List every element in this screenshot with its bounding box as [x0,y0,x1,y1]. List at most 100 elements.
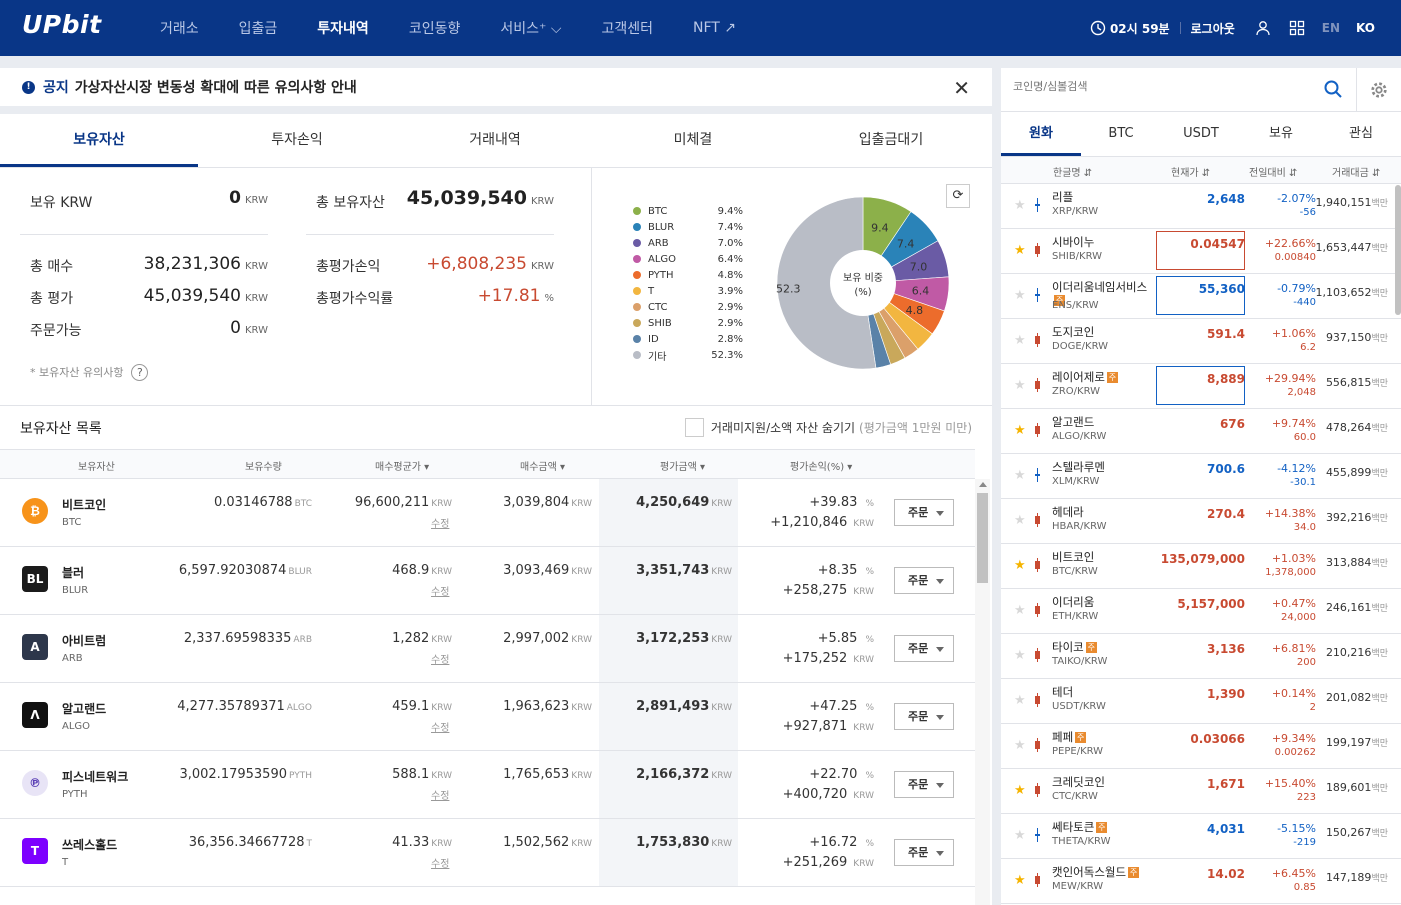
holding-row[interactable]: Λ 알고랜드 ALGO 4,277.35789371 ALGO 459.1 KRW 수정 1,9… [0,683,975,751]
market-row[interactable]: ★ 시바이누 SHIB/KRW 0.04547 +22.66% 0.00840 1,653,… [1001,229,1401,274]
market-tab-4[interactable]: 관심 [1349,126,1373,141]
favorite-star-icon[interactable]: ★ [1014,783,1026,798]
coin-name[interactable]: 도지코인 [1052,326,1157,339]
favorite-star-icon[interactable]: ★ [1014,738,1026,753]
pie-slice-기타[interactable] [776,196,877,370]
coin-name[interactable]: 쎄타토큰 주 [1052,821,1157,834]
coin-name[interactable]: 알고랜드 [62,702,107,716]
order-button[interactable]: 주문 [894,635,954,662]
grid-icon[interactable] [1289,20,1305,36]
market-row[interactable]: ★ 스텔라루멘 XLM/KRW 700.6 -4.12% -30.1 455,899백만 [1001,454,1401,499]
market-row[interactable]: ★ 이더리움 ETH/KRW 5,157,000 +0.47% 24,000 246,161… [1001,589,1401,634]
favorite-star-icon[interactable]: ★ [1014,468,1026,483]
coin-name[interactable]: 비트코인 [1052,551,1157,564]
order-button[interactable]: 주문 [894,567,954,594]
market-row[interactable]: ★ 타이코 주 TAIKO/KRW 3,136 +6.81% 200 210,216백만 [1001,634,1401,679]
menu-item[interactable]: 서비스⁺ ⌵ [500,21,562,37]
coin-name[interactable]: 시바이누 [1052,236,1157,249]
coin-name[interactable]: 스텔라루멘 [1052,461,1157,474]
favorite-star-icon[interactable]: ★ [1014,558,1026,573]
market-row[interactable]: ★ 레이어제로 주 ZRO/KRW 8,889 +29.94% 2,048 556,815백만 [1001,364,1401,409]
hide-small-toggle[interactable]: 거래미지원/소액 자산 숨기기 (평가금액 1만원 미만) [684,418,972,437]
market-col-header[interactable]: 현재가 ⇵ [1171,168,1211,179]
favorite-star-icon[interactable]: ★ [1014,828,1026,843]
col-header[interactable]: 평가금액 ▾ [660,462,705,473]
notice-bar[interactable]: ! 공지 가상자산시장 변동성 확대에 따른 유의사항 안내 ✕ [0,68,992,114]
col-header[interactable]: 매수평균가 ▾ [375,462,430,473]
order-button[interactable]: 주문 [894,499,954,526]
favorite-star-icon[interactable]: ★ [1014,378,1026,393]
lang-en[interactable]: EN [1321,21,1341,35]
favorite-star-icon[interactable]: ★ [1014,243,1026,258]
coin-name[interactable]: 이더리움네임서비스주 [1052,281,1157,307]
coin-name[interactable]: 블러 [62,566,85,580]
market-col-header[interactable]: 전일대비 ⇵ [1249,168,1298,179]
scroll-up-icon[interactable] [979,482,987,487]
coin-name[interactable]: 레이어제로 주 [1052,371,1157,384]
coin-name[interactable]: 페페 주 [1052,731,1157,744]
edit-link[interactable]: 수정 [431,519,450,530]
favorite-star-icon[interactable]: ★ [1014,333,1026,348]
coin-name[interactable]: 아비트럼 [62,634,107,648]
coin-name[interactable]: 크레딧코인 [1052,776,1157,789]
edit-link[interactable]: 수정 [431,587,450,598]
order-button[interactable]: 주문 [894,839,954,866]
market-tab-2[interactable]: USDT [1183,126,1219,141]
col-header[interactable]: 매수금액 ▾ [520,462,565,473]
settings-button[interactable] [1356,68,1401,112]
tab-4[interactable]: 입출금대기 [858,132,924,148]
market-row[interactable]: ★ 리플 XRP/KRW 2,648 -2.07% -56 1,940,151백만 [1001,184,1401,229]
holding-row[interactable]: ₿ 비트코인 BTC 0.03146788 BTC 96,600,211 KRW 수정 3,03… [0,479,975,547]
favorite-star-icon[interactable]: ★ [1014,693,1026,708]
menu-item[interactable]: 고객센터 [601,21,653,37]
scrollbar[interactable] [975,479,990,905]
favorite-star-icon[interactable]: ★ [1014,513,1026,528]
favorite-star-icon[interactable]: ★ [1014,288,1026,303]
col-header[interactable]: 평가손익(%) ▾ [790,462,853,473]
menu-item[interactable]: 투자내역 [317,21,369,37]
edit-link[interactable]: 수정 [431,859,450,870]
coin-name[interactable]: 피스네트워크 [62,770,129,784]
coin-name[interactable]: 쓰레스홀드 [62,838,118,852]
coin-name[interactable]: 캣인어독스월드 주 [1052,866,1157,879]
market-col-header[interactable]: 한글명 ⇵ [1053,168,1093,179]
market-row[interactable]: ★ 캣인어독스월드 주 MEW/KRW 14.02 +6.45% 0.85 147,189백만 [1001,859,1401,904]
order-button[interactable]: 주문 [894,703,954,730]
market-row[interactable]: ★ 테더 USDT/KRW 1,390 +0.14% 2 201,082백만 [1001,679,1401,724]
market-row[interactable]: ★ 도지코인 DOGE/KRW 591.4 +1.06% 6.2 937,150백만 [1001,319,1401,364]
edit-link[interactable]: 수정 [431,723,450,734]
market-row[interactable]: ★ 헤데라 HBAR/KRW 270.4 +14.38% 34.0 392,216백만 [1001,499,1401,544]
market-row[interactable]: ★ 페페 주 PEPE/KRW 0.03066 +9.34% 0.00262 199,197백… [1001,724,1401,769]
menu-item[interactable]: 거래소 [160,21,199,37]
help-icon[interactable]: ? [131,364,149,381]
tab-2[interactable]: 거래내역 [469,132,521,148]
checkbox[interactable] [684,418,704,437]
logout-link[interactable]: 로그아웃 [1190,21,1235,36]
tab-0[interactable]: 보유자산 [0,114,198,167]
market-row[interactable]: ★ 비트코인 BTC/KRW 135,079,000 +1.03% 1,378,000 31… [1001,544,1401,589]
coin-name[interactable]: 테더 [1052,686,1157,699]
market-row[interactable]: ★ 크레딧코인 CTC/KRW 1,671 +15.40% 223 189,601백만 [1001,769,1401,814]
holding-row[interactable]: BL 블러 BLUR 6,597.92030874 BLUR 468.9 KRW 수정 3,09… [0,547,975,615]
market-row[interactable]: ★ 알고랜드 ALGO/KRW 676 +9.74% 60.0 478,264백만 [1001,409,1401,454]
lang-ko[interactable]: KO [1356,21,1375,35]
coin-name[interactable]: 비트코인 [62,498,107,512]
favorite-star-icon[interactable]: ★ [1014,198,1026,213]
holding-row[interactable]: ℗ 피스네트워크 PYTH 3,002.17953590 PYTH 588.1 KRW 수정 1… [0,751,975,819]
order-button[interactable]: 주문 [894,771,954,798]
coin-name[interactable]: 헤데라 [1052,506,1157,519]
close-icon[interactable]: ✕ [953,76,970,100]
market-col-header[interactable]: 거래대금 ⇵ [1332,168,1381,179]
favorite-star-icon[interactable]: ★ [1014,648,1026,663]
coin-name[interactable]: 알고랜드 [1052,416,1157,429]
tab-3[interactable]: 미체결 [673,132,713,148]
menu-item[interactable]: NFT ↗ [692,20,736,36]
edit-link[interactable]: 수정 [431,791,450,802]
user-icon[interactable] [1255,20,1271,36]
menu-item[interactable]: 입출금 [238,21,278,37]
market-tab-3[interactable]: 보유 [1269,126,1293,141]
search-icon[interactable] [1323,79,1343,99]
market-tab-1[interactable]: BTC [1108,126,1134,141]
coin-name[interactable]: 리플 [1052,191,1157,204]
edit-link[interactable]: 수정 [431,655,450,666]
